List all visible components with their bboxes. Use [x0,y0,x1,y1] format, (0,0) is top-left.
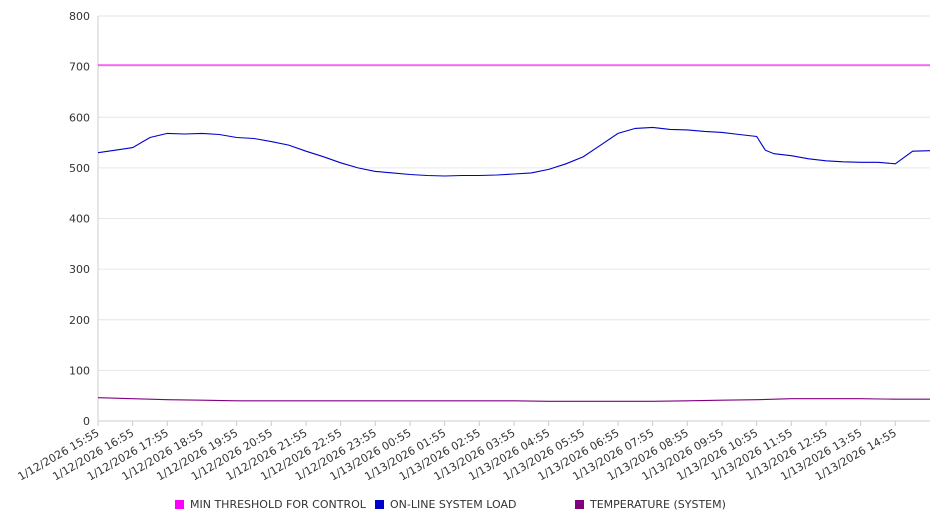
y-tick-label: 100 [69,364,90,377]
series-line [97,397,930,402]
legend-item[interactable]: TEMPERATURE (SYSTEM) [575,498,726,511]
y-tick-label: 700 [69,61,90,74]
legend-swatch [175,500,184,509]
y-tick-label: 500 [69,162,90,175]
y-axis-ticks: 0 100 200 300 400 500 600 700 800 [69,10,90,428]
y-tick-label: 300 [69,263,90,276]
line-chart: 0 100 200 300 400 500 600 700 800 1/12/2026 15:5… [16,10,931,483]
legend-label: ON-LINE SYSTEM LOAD [390,498,517,511]
y-tick-label: 200 [69,314,90,327]
series-line [97,126,931,177]
legend-label: MIN THRESHOLD FOR CONTROL [190,498,366,511]
legend-label: TEMPERATURE (SYSTEM) [590,498,726,511]
legend-item[interactable]: ON-LINE SYSTEM LOAD [375,498,516,511]
series-lines [97,64,931,402]
legend-swatch [375,500,384,509]
x-axis-ticks: 1/12/2026 15:551/12/2026 16:551/12/2026 … [16,421,899,483]
legend-swatch [575,500,584,509]
legend-item[interactable]: MIN THRESHOLD FOR CONTROL [175,498,366,511]
y-tick-label: 800 [69,10,90,23]
gridlines [98,15,930,371]
y-tick-label: 400 [69,213,90,226]
y-tick-label: 0 [83,415,90,428]
legend: MIN THRESHOLD FOR CONTROL ON-LINE SYSTEM … [0,498,946,514]
y-tick-label: 600 [69,111,90,124]
